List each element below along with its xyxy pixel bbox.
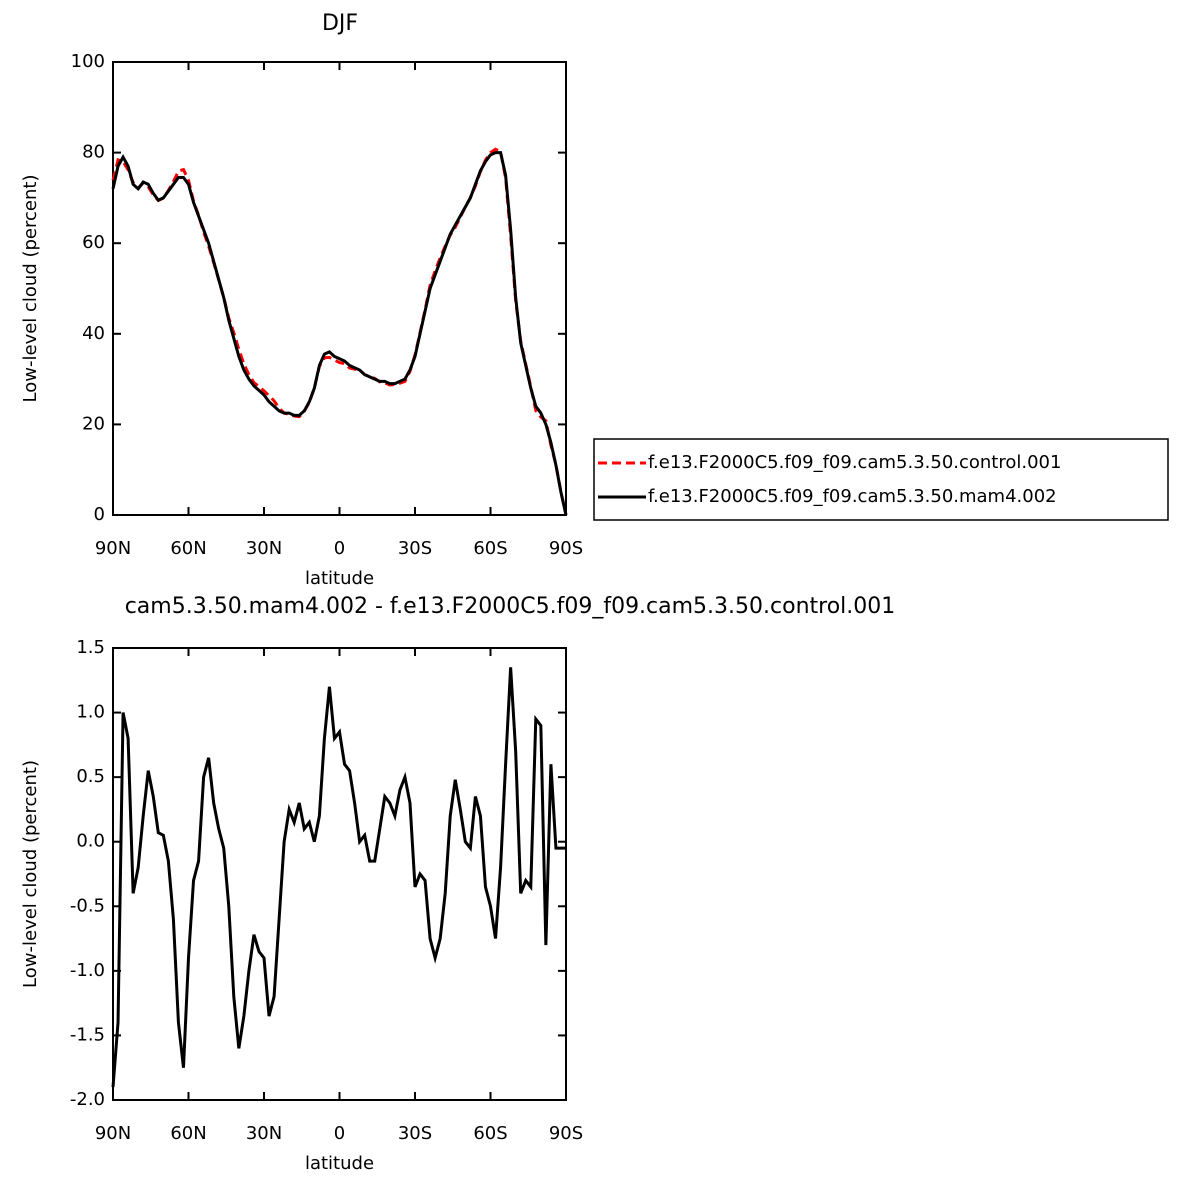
y-tick-label: -1.0 (70, 960, 105, 981)
y-tick-label: -2.0 (70, 1089, 105, 1110)
legend-label: f.e13.F2000C5.f09_f09.cam5.3.50.control.… (648, 452, 1061, 473)
y-tick-label: 1.5 (76, 637, 105, 658)
x-axis-label: latitude (305, 1153, 374, 1174)
x-tick-label: 0 (334, 1123, 345, 1144)
y-tick-label: 0.5 (76, 766, 105, 787)
y-tick-label: -0.5 (70, 895, 105, 916)
chart-title: cam5.3.50.mam4.002 - f.e13.F2000C5.f09_f… (125, 594, 896, 619)
x-tick-label: 90N (95, 1123, 131, 1144)
y-tick-label: 100 (71, 51, 105, 72)
x-tick-label: 30N (246, 1123, 282, 1144)
y-tick-label: 80 (82, 142, 105, 163)
x-tick-label: 60S (473, 1123, 507, 1144)
chart-title: DJF (322, 11, 358, 36)
legend-box (593, 438, 1169, 521)
x-tick-label: 60N (170, 1123, 206, 1144)
x-tick-label: 30S (398, 1123, 432, 1144)
y-tick-label: 0 (94, 504, 105, 525)
x-tick-label: 60N (170, 538, 206, 559)
y-tick-label: 20 (82, 413, 105, 434)
plot-frame (112, 61, 567, 516)
x-tick-label: 90N (95, 538, 131, 559)
x-tick-label: 60S (473, 538, 507, 559)
y-tick-label: -1.5 (70, 1024, 105, 1045)
x-tick-label: 30S (398, 538, 432, 559)
data-line (111, 147, 568, 516)
data-line (111, 151, 568, 516)
y-axis-label: Low-level cloud (percent) (20, 175, 41, 403)
y-tick-label: 40 (82, 323, 105, 344)
x-tick-label: 90S (549, 538, 583, 559)
y-tick-label: 60 (82, 232, 105, 253)
x-tick-label: 90S (549, 1123, 583, 1144)
x-tick-label: 30N (246, 538, 282, 559)
y-tick-label: 1.0 (76, 702, 105, 723)
legend-label: f.e13.F2000C5.f09_f09.cam5.3.50.mam4.002 (648, 486, 1057, 507)
y-axis-label: Low-level cloud (percent) (20, 760, 41, 988)
data-line (111, 667, 566, 1088)
x-tick-label: 0 (334, 538, 345, 559)
y-tick-label: 0.0 (76, 831, 105, 852)
x-axis-label: latitude (305, 568, 374, 589)
